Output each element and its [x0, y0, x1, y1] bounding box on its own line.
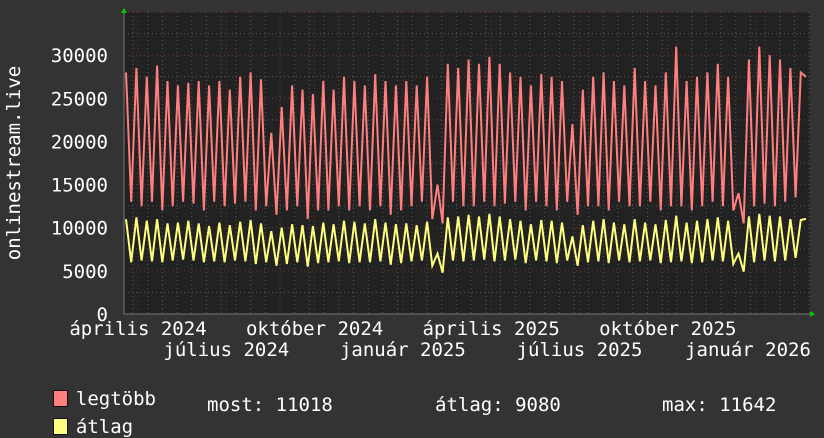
y-tick-label: 10000 — [51, 218, 108, 240]
y-tick-label: 0 — [97, 304, 108, 326]
x-axis-arrow-icon — [810, 311, 815, 317]
legend-item-atlag: átlag — [30, 394, 133, 438]
stat-now: most: 11018 — [207, 394, 333, 416]
y-axis-arrow-icon — [121, 8, 127, 13]
x-tick-label: október 2024 — [246, 318, 383, 340]
x-tick-label: április 2024 — [69, 318, 206, 340]
y-axis-label: onlinestream.live — [3, 66, 25, 260]
x-tick-label: január 2025 — [340, 339, 466, 361]
y-tick-label: 5000 — [62, 261, 108, 283]
x-tick-label: október 2025 — [599, 318, 736, 340]
legend-label: átlag — [75, 416, 134, 438]
y-tick-label: 15000 — [51, 175, 108, 197]
series-lines — [125, 46, 807, 273]
stat-average: átlag: 9080 — [435, 394, 561, 416]
series-line-legtobb — [125, 46, 807, 224]
atlag-swatch — [52, 418, 68, 435]
legtobb-swatch — [52, 390, 68, 407]
y-tick-label: 20000 — [51, 131, 108, 153]
y-axis: 0 5000 10000 15000 20000 25000 30000 — [51, 45, 108, 326]
plot-area — [124, 12, 810, 314]
y-tick-label: 30000 — [51, 45, 108, 67]
x-tick-label: július 2024 — [163, 339, 289, 361]
legend-label: legtöbb — [75, 388, 156, 410]
x-tick-label: január 2026 — [685, 339, 811, 361]
legend-item-legtobb: legtöbb — [30, 366, 156, 410]
x-tick-label: július 2025 — [517, 339, 643, 361]
y-tick-label: 25000 — [51, 88, 108, 110]
series-line-atlag — [125, 213, 807, 273]
stat-max: max: 11642 — [662, 394, 777, 416]
x-tick-label: április 2025 — [423, 318, 560, 340]
